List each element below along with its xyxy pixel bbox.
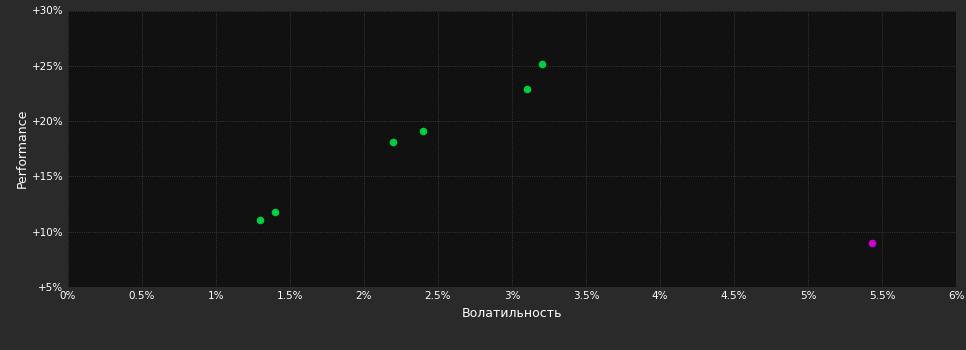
Point	[865, 240, 880, 246]
X-axis label: Волатильность: Волатильность	[462, 307, 562, 320]
Point	[415, 128, 431, 134]
Point	[268, 209, 283, 215]
Point	[385, 139, 401, 145]
Point	[252, 217, 268, 222]
Point	[519, 86, 534, 92]
Y-axis label: Performance: Performance	[15, 109, 29, 188]
Point	[534, 61, 550, 66]
